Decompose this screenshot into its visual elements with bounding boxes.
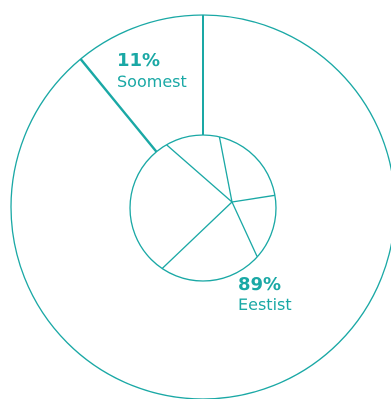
eestist-name-label: Eestist	[238, 295, 292, 314]
outer-slice-boundary-1	[79, 58, 158, 153]
outer-ring	[10, 14, 391, 399]
inner-slice-boundary-3	[161, 201, 233, 269]
eestist-value-label: 89%	[238, 274, 281, 295]
outer-circle	[10, 14, 391, 399]
inner-circle	[129, 134, 277, 282]
slice-label-eestist: 89% Eestist	[238, 274, 292, 314]
slice-label-soomest: 11% Soomest	[117, 50, 187, 91]
soomest-value-label: 11%	[117, 50, 160, 71]
inner-slice-boundary-2	[231, 201, 258, 258]
inner-slice-boundary-0	[218, 136, 233, 203]
inner-slice-boundary-4	[166, 144, 233, 203]
inner-breakdown-pie	[129, 134, 277, 282]
soomest-name-label: Soomest	[117, 72, 187, 91]
inner-slice-boundary-1	[231, 194, 275, 203]
